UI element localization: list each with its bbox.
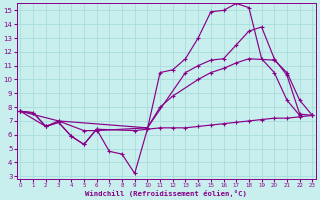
- X-axis label: Windchill (Refroidissement éolien,°C): Windchill (Refroidissement éolien,°C): [85, 190, 247, 197]
